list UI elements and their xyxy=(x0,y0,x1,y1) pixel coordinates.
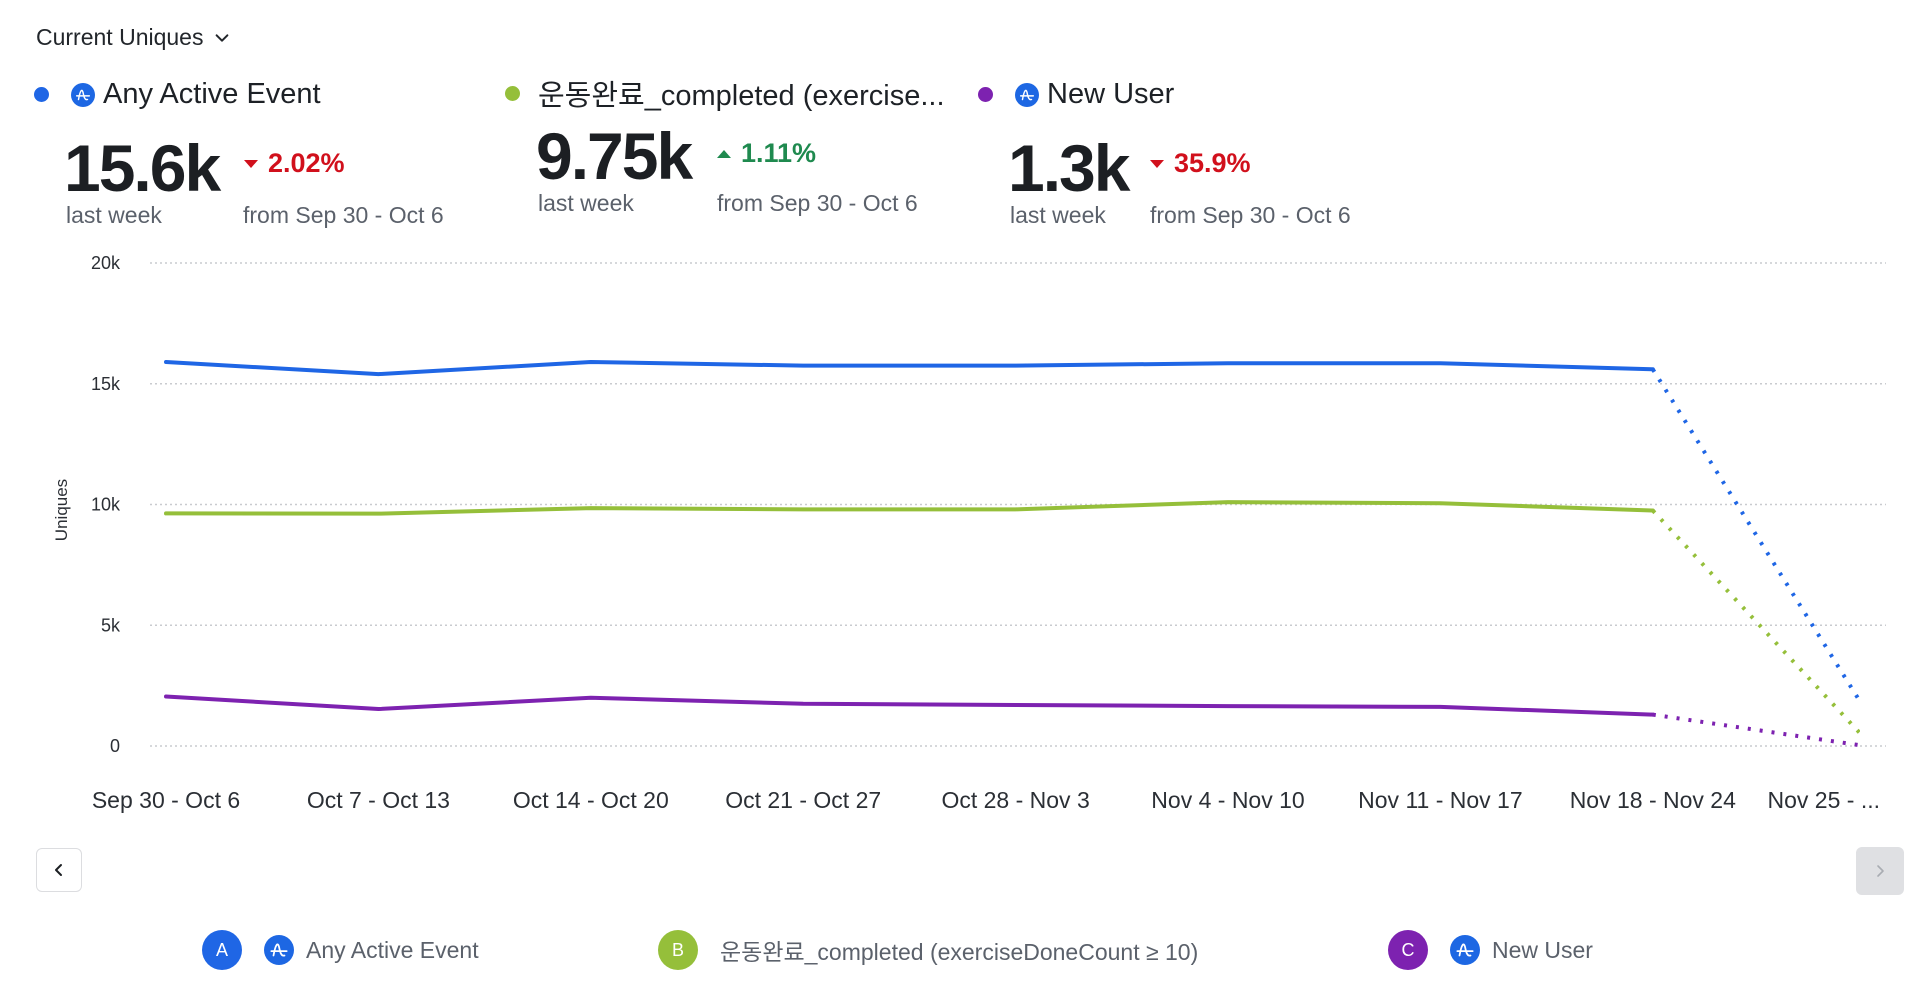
next-page-button[interactable] xyxy=(1856,847,1904,895)
legend-label: New User xyxy=(1492,936,1593,963)
x-tick-label: Nov 18 - Nov 24 xyxy=(1570,787,1736,813)
metric-value: 1.3k xyxy=(1008,131,1130,205)
amplitude-icon xyxy=(264,935,294,965)
metric-selector-label: Current Uniques xyxy=(36,24,204,50)
legend-label: 운동완료_completed (exerciseDoneCount ≥ 10) xyxy=(720,939,1199,965)
x-axis-ticks: Sep 30 - Oct 6 Oct 7 - Oct 13 Oct 14 - Oct… xyxy=(92,787,1880,813)
metric-change-value: 1.11% xyxy=(741,138,817,168)
metric-compare-label: from Sep 30 - Oct 6 xyxy=(717,190,918,216)
x-tick-label: Oct 21 - Oct 27 xyxy=(725,787,881,813)
chart-legend: A Any Active Event B 운동완료_completed (exe… xyxy=(0,930,1918,970)
metric-period-label: last week xyxy=(1010,202,1106,228)
series-color-dot xyxy=(505,85,520,101)
gridlines xyxy=(150,262,1886,747)
metric-value: 9.75k xyxy=(536,119,693,193)
x-tick-label: Sep 30 - Oct 6 xyxy=(92,787,240,813)
series-line-incomplete xyxy=(1652,712,1860,748)
x-tick-label: Oct 28 - Nov 3 xyxy=(941,787,1089,813)
metric-compare-label: from Sep 30 - Oct 6 xyxy=(1150,202,1351,228)
metric-value: 15.6k xyxy=(64,131,221,205)
y-tick-label: 15k xyxy=(91,374,121,394)
chevron-left-icon xyxy=(55,864,62,876)
series-line xyxy=(164,694,1655,717)
amplitude-icon xyxy=(71,82,95,107)
metric-card-b: 운동완료_completed (exercise... 9.75k 1.11% … xyxy=(505,72,965,232)
line-chart: 0 5k 10k 15k 20k Uniques Sep 30 - Oct 6 Oct 7… xyxy=(52,253,1886,813)
x-tick-label: Oct 14 - Oct 20 xyxy=(513,787,669,813)
metric-title-row: New User xyxy=(978,78,1174,111)
series-line-incomplete xyxy=(1651,368,1860,706)
legend-label: Any Active Event xyxy=(306,936,479,963)
series-lines xyxy=(164,360,1860,748)
x-tick-label: Nov 11 - Nov 17 xyxy=(1358,787,1522,813)
metric-selector-dropdown[interactable]: Current Uniques xyxy=(36,24,231,51)
x-tick-label: Oct 7 - Oct 13 xyxy=(307,787,450,813)
caret-down-icon xyxy=(1150,159,1164,168)
metric-change: 1.11% xyxy=(717,138,816,169)
y-axis-ticks: 0 5k 10k 15k 20k xyxy=(91,253,121,756)
legend-item-c[interactable]: C New User xyxy=(1388,930,1593,970)
y-tick-label: 10k xyxy=(91,495,121,515)
metric-change-value: 35.9% xyxy=(1174,148,1251,178)
metric-change: 35.9% xyxy=(1150,148,1251,179)
series-line-incomplete xyxy=(1651,509,1860,737)
metric-title-row: Any Active Event xyxy=(34,78,321,111)
legend-item-b[interactable]: B 운동완료_completed (exerciseDoneCount ≥ 10… xyxy=(658,930,1198,970)
metric-period-label: last week xyxy=(538,190,634,216)
series-badge: A xyxy=(202,930,242,970)
series-badge: B xyxy=(658,930,698,970)
series-line xyxy=(164,360,1655,377)
legend-item-a[interactable]: A Any Active Event xyxy=(202,930,479,970)
x-tick-label: Nov 25 - ... xyxy=(1768,787,1880,813)
metric-title: New User xyxy=(1047,78,1175,110)
metric-change: 2.02% xyxy=(244,148,345,179)
metric-title: 운동완료_completed (exercise... xyxy=(538,80,945,112)
chevron-right-icon xyxy=(1877,865,1884,877)
series-badge: C xyxy=(1388,930,1428,970)
series-color-dot xyxy=(34,87,49,102)
caret-up-icon xyxy=(717,149,731,158)
x-tick-label: Nov 4 - Nov 10 xyxy=(1151,787,1304,813)
metric-compare-label: from Sep 30 - Oct 6 xyxy=(243,202,444,228)
metric-period-label: last week xyxy=(66,202,162,228)
metric-title: Any Active Event xyxy=(103,78,321,110)
series-color-dot xyxy=(978,87,993,102)
metric-card-c: New User 1.3k 35.9% last week from Sep 3… xyxy=(978,78,1418,238)
y-tick-label: 5k xyxy=(101,615,121,635)
y-tick-label: 0 xyxy=(110,736,120,756)
metric-card-a: Any Active Event 15.6k 2.02% last week f… xyxy=(34,78,474,238)
series-line xyxy=(164,500,1655,516)
y-axis-label: Uniques xyxy=(52,479,71,541)
amplitude-icon xyxy=(1015,82,1039,107)
previous-page-button[interactable] xyxy=(36,848,82,892)
amplitude-icon xyxy=(1450,935,1480,965)
metric-change-value: 2.02% xyxy=(268,148,345,178)
chevron-down-icon xyxy=(216,33,229,42)
metric-title-row: 운동완료_completed (exercise... xyxy=(505,72,945,114)
y-tick-label: 20k xyxy=(91,253,121,273)
caret-down-icon xyxy=(244,159,258,168)
